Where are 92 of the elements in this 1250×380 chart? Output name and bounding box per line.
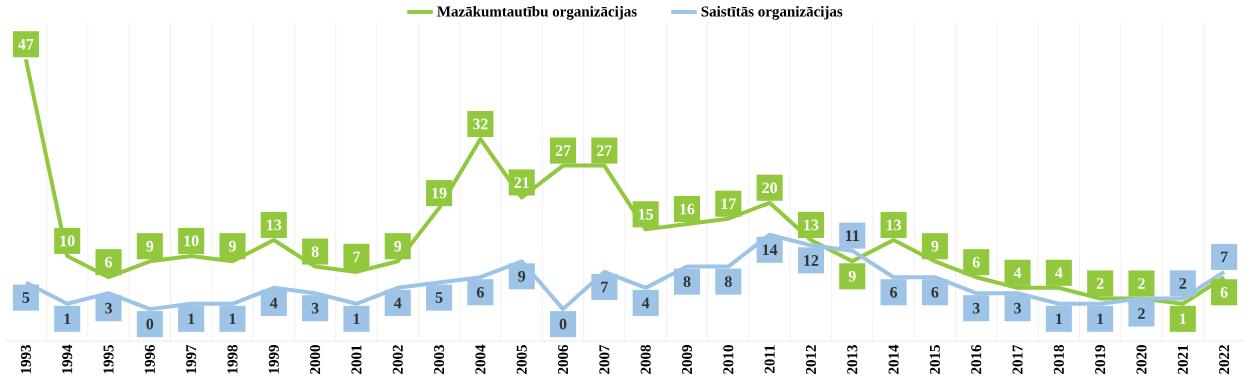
data-label: 7 bbox=[1221, 251, 1228, 263]
data-label: 6 bbox=[931, 286, 939, 298]
data-label: 1 bbox=[64, 313, 71, 325]
data-label: 14 bbox=[762, 244, 778, 256]
x-tick-label: 2012 bbox=[805, 345, 816, 374]
data-label: 1 bbox=[229, 313, 236, 325]
data-label: 47 bbox=[18, 39, 34, 50]
data-label: 13 bbox=[886, 219, 902, 231]
x-tick-label: 2007 bbox=[599, 344, 610, 374]
data-label: 9 bbox=[146, 240, 154, 252]
data-label: 3 bbox=[972, 302, 980, 314]
data-label: 6 bbox=[972, 256, 980, 268]
data-label: 9 bbox=[931, 240, 939, 252]
x-tick-label: 2002 bbox=[392, 345, 403, 374]
x-tick-label: 1998 bbox=[227, 345, 238, 374]
data-label: 2 bbox=[1138, 278, 1145, 289]
data-label: 3 bbox=[105, 302, 112, 314]
data-label: 13 bbox=[804, 219, 819, 231]
data-label: 8 bbox=[724, 276, 732, 288]
x-tick-label: 2013 bbox=[847, 345, 858, 374]
x-tick-label: 2009 bbox=[681, 345, 693, 374]
x-tick-label: 1993 bbox=[20, 345, 31, 374]
data-label: 19 bbox=[432, 187, 447, 199]
x-tick-label: 1996 bbox=[144, 345, 155, 374]
data-label: 1 bbox=[353, 313, 360, 325]
x-tick-label: 2008 bbox=[640, 345, 651, 374]
x-tick-label: 1995 bbox=[103, 345, 114, 374]
x-tick-label: 1997 bbox=[186, 344, 197, 374]
data-label: 7 bbox=[353, 251, 361, 263]
legend-label: Saistītās organizācijas bbox=[701, 6, 843, 20]
data-label: 6 bbox=[890, 286, 898, 298]
x-tick-label: 2005 bbox=[516, 345, 527, 374]
data-label: 1 bbox=[1180, 313, 1186, 325]
data-label: 9 bbox=[518, 271, 526, 282]
data-label: 27 bbox=[555, 145, 571, 156]
data-label: 5 bbox=[435, 292, 443, 303]
x-tick-label: 2001 bbox=[351, 345, 362, 374]
data-label: 27 bbox=[597, 145, 612, 156]
data-label: 1 bbox=[1097, 313, 1104, 325]
x-tick-label: 2003 bbox=[434, 345, 445, 374]
data-label: 10 bbox=[60, 235, 75, 247]
data-label: 17 bbox=[721, 198, 736, 210]
data-label: 3 bbox=[311, 302, 319, 314]
data-label: 9 bbox=[848, 271, 856, 282]
x-tick-label: 2004 bbox=[475, 344, 486, 374]
data-label: 9 bbox=[394, 240, 402, 252]
x-tick-label: 2006 bbox=[557, 345, 569, 374]
x-tick-label: 2010 bbox=[723, 345, 734, 374]
x-tick-label: 2022 bbox=[1219, 345, 1230, 374]
data-label: 4 bbox=[393, 297, 402, 309]
data-label: 1 bbox=[188, 313, 195, 325]
data-label: 2 bbox=[1138, 308, 1145, 319]
data-label: 13 bbox=[267, 219, 282, 231]
data-label: 21 bbox=[514, 177, 529, 188]
x-tick-label: 2016 bbox=[971, 345, 982, 374]
x-tick-label: 2000 bbox=[310, 345, 321, 374]
data-label: 20 bbox=[762, 182, 777, 194]
data-label: 4 bbox=[641, 297, 650, 309]
data-label: 6 bbox=[105, 256, 113, 268]
data-label: 2 bbox=[1179, 278, 1187, 289]
data-label: 8 bbox=[683, 276, 691, 288]
x-tick-label: 2015 bbox=[929, 345, 940, 374]
data-label: 4 bbox=[1055, 267, 1063, 279]
data-label: 32 bbox=[473, 118, 488, 130]
data-label: 0 bbox=[146, 318, 154, 330]
data-label: 6 bbox=[476, 286, 484, 298]
data-label: 9 bbox=[228, 240, 236, 252]
data-label: 0 bbox=[559, 318, 567, 330]
legend-label: Mazākumtautību organizācijas bbox=[437, 6, 637, 20]
x-tick-label: 2018 bbox=[1053, 345, 1064, 374]
data-label: 11 bbox=[845, 230, 859, 241]
data-label: 5 bbox=[22, 292, 30, 303]
data-label: 3 bbox=[1014, 302, 1021, 314]
data-label: 6 bbox=[1220, 286, 1228, 298]
data-label: 2 bbox=[1096, 278, 1104, 289]
x-tick-label: 2021 bbox=[1177, 345, 1188, 374]
x-tick-label: 1994 bbox=[62, 344, 73, 374]
x-tick-label: 2011 bbox=[764, 345, 775, 374]
x-tick-label: 2019 bbox=[1095, 345, 1106, 374]
data-label: 7 bbox=[601, 281, 608, 293]
data-label: 1 bbox=[1056, 313, 1063, 325]
x-tick-label: 2014 bbox=[888, 344, 899, 374]
data-label: 12 bbox=[804, 255, 819, 266]
x-tick-label: 2020 bbox=[1136, 345, 1147, 374]
x-tick-label: 2017 bbox=[1012, 344, 1023, 374]
data-label: 16 bbox=[680, 203, 695, 215]
x-tick-label: 1999 bbox=[268, 345, 279, 374]
data-label: 10 bbox=[184, 235, 199, 247]
data-label: 4 bbox=[1013, 267, 1022, 279]
data-label: 8 bbox=[311, 246, 319, 258]
data-label: 4 bbox=[270, 297, 278, 309]
data-label: 15 bbox=[638, 209, 654, 220]
